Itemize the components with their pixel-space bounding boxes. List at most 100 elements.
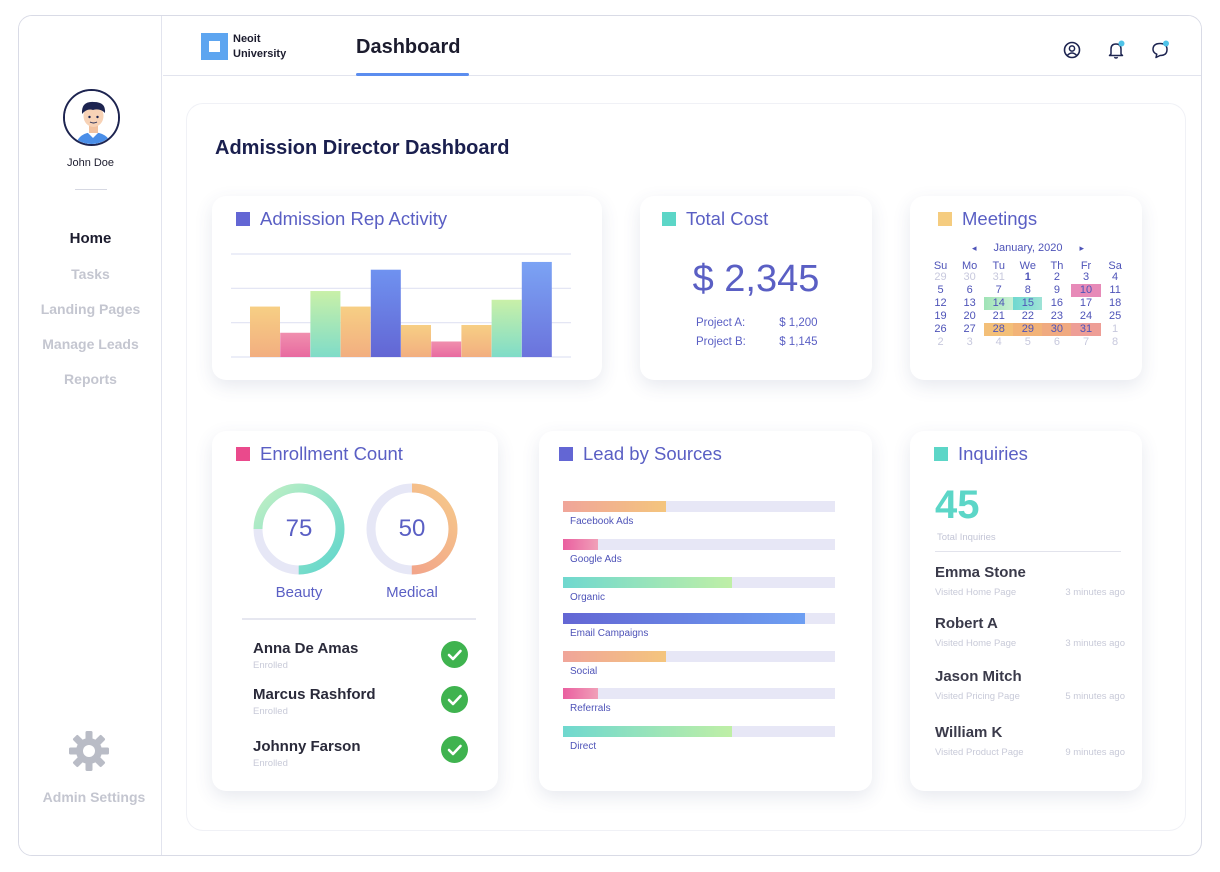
calendar-day[interactable]: 11	[1109, 284, 1121, 296]
calendar-day[interactable]: 27	[963, 323, 976, 335]
sidebar-item-manage-leads[interactable]: Manage Leads	[42, 336, 139, 352]
inquiry-name: Emma Stone	[935, 564, 1026, 581]
lead-progress-track	[563, 613, 835, 624]
calendar-day[interactable]: 25	[1108, 310, 1122, 322]
chart-bar[interactable]	[310, 291, 341, 357]
list-item[interactable]: Emma Stone Visited Home Page 3 minutes a…	[935, 564, 1125, 599]
check-icon	[441, 736, 468, 763]
legend-square	[662, 212, 676, 226]
calendar-day[interactable]: 26	[934, 323, 947, 335]
calendar-day[interactable]: 30	[1042, 323, 1072, 336]
calendar-day[interactable]: 31	[1071, 323, 1101, 336]
calendar-day[interactable]: 4	[995, 336, 1002, 348]
calendar-day[interactable]: 17	[1079, 297, 1093, 309]
calendar-day[interactable]: 29	[934, 271, 947, 283]
donut-label-medical: Medical	[386, 584, 438, 601]
list-item[interactable]: Anna De Amas Enrolled	[253, 640, 358, 671]
list-item[interactable]: Marcus Rashford Enrolled	[253, 686, 376, 717]
total-cost-amount: $ 2,345	[692, 258, 820, 300]
calendar-day[interactable]: 23	[1050, 310, 1064, 322]
chart-bar[interactable]	[340, 306, 371, 357]
calendar-day[interactable]: 8	[1024, 284, 1031, 296]
calendar-day[interactable]: 24	[1079, 310, 1093, 322]
admin-settings-link[interactable]: Admin Settings	[42, 789, 146, 805]
calendar-day[interactable]: 28	[984, 323, 1014, 336]
sidebar-item-tasks[interactable]: Tasks	[71, 266, 110, 282]
calendar-day[interactable]: 3	[966, 336, 973, 348]
card-title: Lead by Sources	[559, 443, 722, 465]
inquiry-meta: Visited Pricing Page 5 minutes ago	[935, 691, 1125, 703]
chat-icon[interactable]	[1150, 40, 1170, 60]
calendar-day[interactable]: 18	[1108, 297, 1122, 309]
total-cost-card: Total Cost $ 2,345 Project A: $ 1,200 Pr…	[640, 196, 872, 380]
calendar-day[interactable]: 10	[1071, 284, 1101, 297]
calendar-day[interactable]: 3	[1082, 271, 1090, 283]
calendar-day[interactable]: 13	[963, 297, 976, 309]
calendar-day[interactable]: 14	[984, 297, 1014, 310]
calendar-day[interactable]: 7	[995, 284, 1002, 296]
lead-progress-fill	[563, 613, 806, 624]
person-status: Enrolled	[253, 706, 288, 717]
calendar-day[interactable]: 6	[966, 284, 973, 296]
calendar-day[interactable]: 21	[992, 310, 1005, 322]
person-name: Marcus Rashford	[253, 686, 376, 703]
calendar-day[interactable]: 5	[937, 284, 944, 296]
lead-progress-track	[563, 726, 835, 737]
chart-bar[interactable]	[461, 324, 492, 357]
calendar-day[interactable]: 8	[1112, 336, 1119, 348]
sidebar-item-reports[interactable]: Reports	[64, 371, 117, 387]
chart-bar[interactable]	[521, 261, 552, 357]
calendar-day[interactable]: 6	[1053, 336, 1060, 348]
calendar-day[interactable]: 20	[963, 310, 976, 322]
calendar-header: ◂ January, 2020 ▸	[926, 242, 1130, 258]
check-icon	[441, 641, 468, 668]
calendar-day[interactable]: 29	[1013, 323, 1043, 336]
list-item[interactable]: Robert A Visited Home Page 3 minutes ago	[935, 615, 1125, 650]
calendar-day[interactable]: 19	[934, 310, 947, 322]
calendar-day[interactable]: 5	[1024, 336, 1031, 348]
calendar-prev-button[interactable]: ◂	[971, 243, 977, 253]
chart-bar[interactable]	[491, 299, 522, 357]
chart-bar[interactable]	[431, 341, 462, 357]
sidebar: John Doe Home Tasks Landing Pages Manage…	[19, 16, 162, 855]
sidebar-item-home[interactable]: Home	[69, 230, 112, 247]
calendar-day[interactable]: 1	[1112, 323, 1119, 335]
bell-icon[interactable]	[1106, 40, 1126, 60]
gear-icon[interactable]	[67, 729, 111, 773]
calendar-day[interactable]: 16	[1050, 297, 1064, 309]
calendar-month: January, 2020	[993, 242, 1063, 254]
project-b-row: Project B: $ 1,145	[696, 336, 818, 348]
total-inquiries-label: Total Inquiries	[937, 532, 996, 543]
legend-square	[559, 447, 573, 461]
list-item[interactable]: Jason Mitch Visited Pricing Page 5 minut…	[935, 668, 1125, 703]
calendar-day[interactable]: 30	[963, 271, 976, 283]
calendar-next-button[interactable]: ▸	[1079, 243, 1085, 253]
calendar-day[interactable]: 22	[1021, 310, 1034, 322]
dashboard-content: Admission Director Dashboard Admission R…	[187, 104, 1185, 830]
user-icon[interactable]	[1062, 40, 1082, 60]
chart-bar[interactable]	[370, 269, 401, 357]
chart-bar[interactable]	[250, 306, 280, 357]
list-item[interactable]: William K Visited Product Page 9 minutes…	[935, 724, 1125, 759]
tab-dashboard[interactable]: Dashboard	[356, 36, 461, 58]
avatar[interactable]	[63, 89, 120, 146]
activity-bar-chart	[231, 253, 571, 358]
logo-line-1: Neoit	[233, 33, 261, 45]
calendar-day[interactable]: 7	[1082, 336, 1090, 348]
calendar-day[interactable]: 1	[1024, 271, 1031, 283]
calendar-day[interactable]: 15	[1013, 297, 1043, 310]
lead-progress-track	[563, 651, 835, 662]
project-a-value: $ 1,200	[779, 317, 818, 329]
chart-bar[interactable]	[280, 332, 311, 357]
calendar-day[interactable]: 12	[934, 297, 947, 309]
calendar-day[interactable]: 4	[1112, 271, 1119, 283]
sidebar-item-landing-pages[interactable]: Landing Pages	[40, 301, 141, 317]
calendar-day[interactable]: 31	[992, 271, 1005, 283]
lead-progress-fill	[563, 539, 599, 550]
calendar-weekday: Tu	[992, 260, 1005, 272]
calendar-day[interactable]: 2	[937, 336, 944, 348]
calendar-day[interactable]: 9	[1053, 284, 1060, 296]
list-item[interactable]: Johnny Farson Enrolled	[253, 738, 361, 769]
calendar-day[interactable]: 2	[1053, 271, 1060, 283]
chart-bar[interactable]	[401, 324, 431, 357]
